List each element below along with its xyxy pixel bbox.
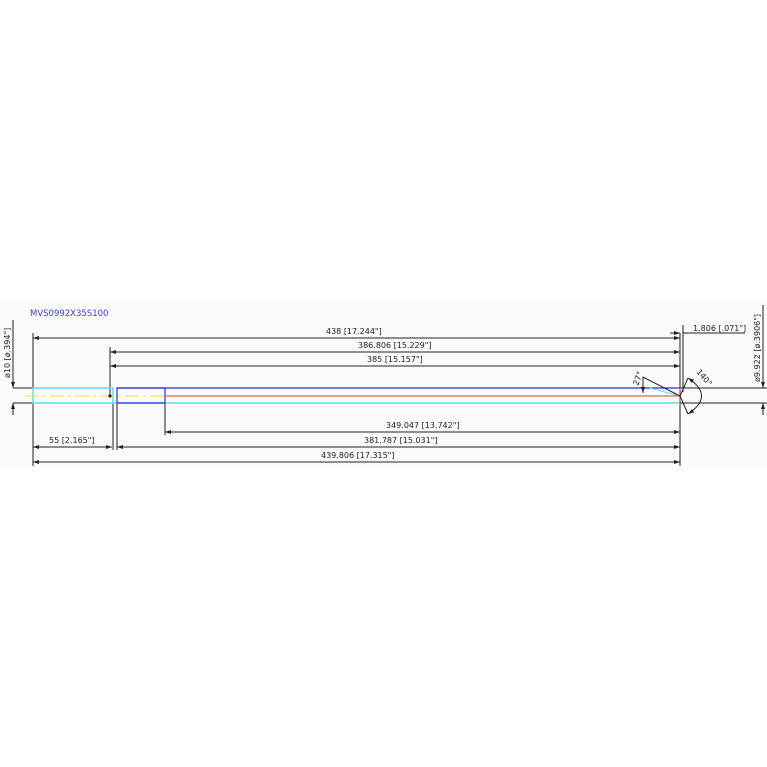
dim-cut-dia: ø9.922 [ø.3906"] [753, 314, 762, 382]
dim-381: 381.787 [15.031"] [364, 436, 438, 445]
dim-438: 438 [17.244"] [326, 327, 382, 336]
tool-outline [25, 387, 681, 404]
part-number: MVS0992X35S100 [30, 309, 108, 319]
drawing-area [0, 300, 767, 465]
dim-55: 55 [2.165"] [49, 436, 95, 445]
angle-27-leader [642, 376, 681, 397]
dim-386: 386.806 [15.229"] [358, 341, 432, 350]
dim-385: 385 [15.157"] [367, 355, 423, 364]
dim-shank-dia: ø10 [ø.394"] [3, 328, 12, 378]
angle-140-arc [687, 377, 702, 415]
dim-349: 349.047 [13.742"] [386, 421, 460, 430]
dim-1806: 1.806 [.071"] [693, 324, 746, 333]
dim-439: 439.806 [17.315"] [321, 451, 395, 460]
